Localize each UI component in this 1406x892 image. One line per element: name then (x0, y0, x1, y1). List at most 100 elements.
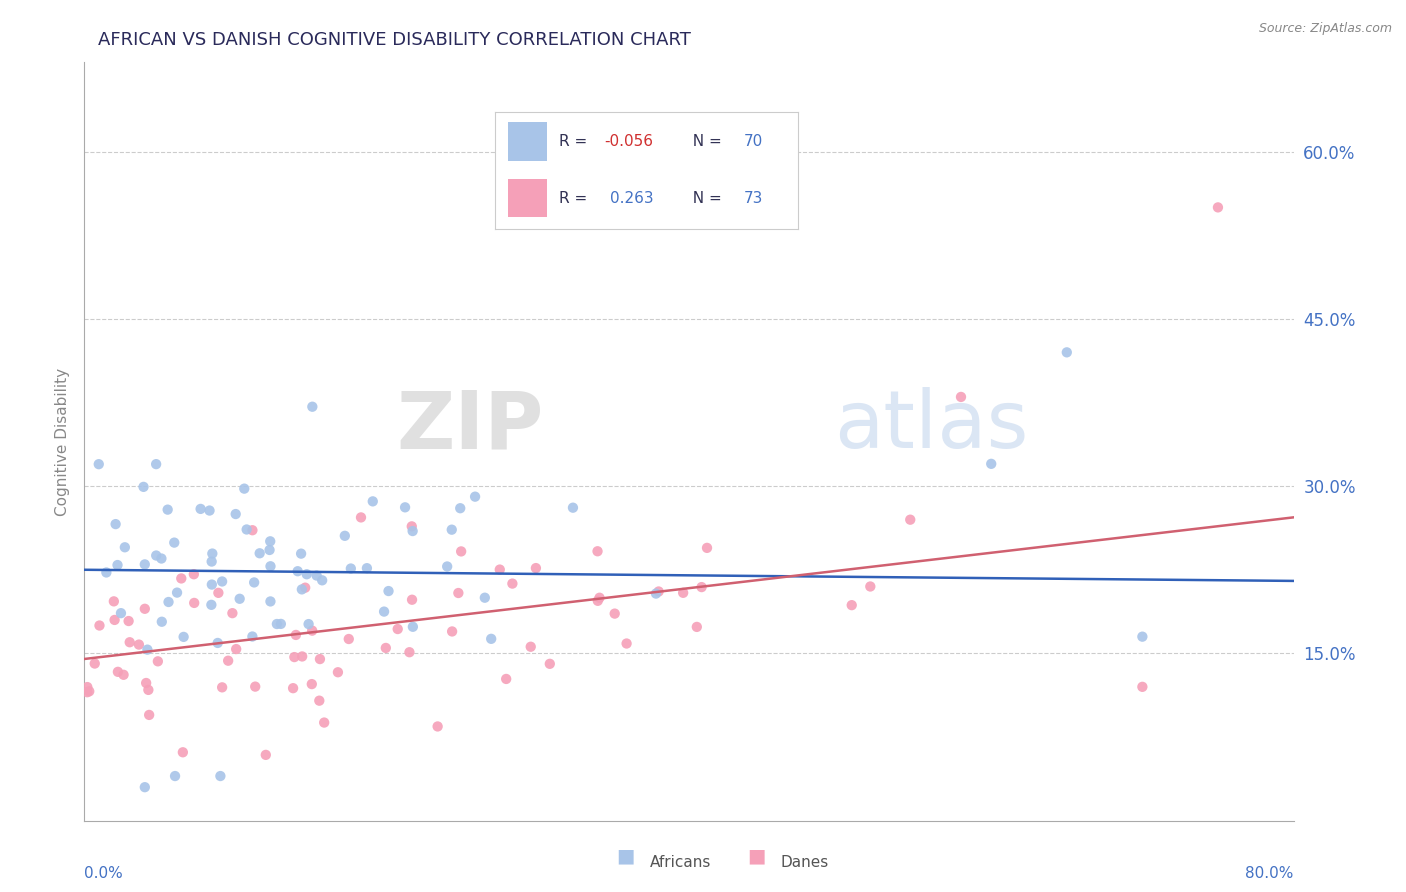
Point (172, 745, 194, 759)
Point (283, 650, 305, 665)
Point (221, 606, 243, 620)
Point (401, 524, 423, 538)
Point (76, 685, 98, 699)
Point (259, 559, 281, 574)
Point (132, 480, 155, 494)
Point (138, 682, 160, 697)
Point (326, 665, 349, 680)
Point (377, 584, 399, 599)
Point (200, 598, 222, 612)
Point (145, 549, 167, 563)
Point (524, 561, 547, 575)
Point (270, 616, 292, 631)
Point (112, 667, 135, 681)
Point (243, 575, 266, 590)
Point (134, 602, 156, 616)
Point (128, 638, 150, 652)
Point (305, 568, 328, 582)
Text: ZIP: ZIP (396, 387, 544, 466)
Point (519, 640, 541, 654)
Point (166, 585, 188, 599)
Point (301, 677, 323, 691)
Point (538, 657, 561, 671)
Point (165, 769, 187, 783)
Text: AFRICAN VS DANISH COGNITIVE DISABILITY CORRELATION CHART: AFRICAN VS DANISH COGNITIVE DISABILITY C… (98, 31, 692, 49)
Point (201, 547, 224, 561)
Point (207, 586, 229, 600)
Point (77, 684, 100, 698)
Point (217, 654, 239, 668)
Point (138, 707, 160, 722)
Point (398, 645, 420, 659)
Point (426, 719, 449, 733)
Point (173, 630, 195, 644)
Point (350, 510, 373, 524)
Point (294, 581, 316, 595)
Point (311, 574, 333, 588)
Point (401, 519, 423, 533)
Point (616, 636, 638, 650)
Point (183, 567, 205, 582)
Point (603, 607, 626, 621)
Point (259, 543, 281, 558)
Point (1056, 345, 1078, 359)
Point (449, 501, 471, 516)
Y-axis label: Cognitive Disability: Cognitive Disability (55, 368, 70, 516)
Point (447, 586, 470, 600)
Point (114, 541, 136, 555)
Point (150, 551, 173, 566)
Point (394, 500, 416, 515)
Point (841, 598, 863, 612)
Point (183, 596, 205, 610)
Point (266, 617, 288, 632)
Point (198, 503, 221, 517)
Point (672, 586, 695, 600)
Point (156, 502, 179, 516)
Point (135, 676, 157, 690)
Point (209, 769, 232, 783)
Point (501, 576, 523, 591)
Point (333, 529, 356, 543)
Point (83, 657, 105, 671)
Point (495, 672, 517, 686)
Point (201, 577, 224, 591)
Point (308, 694, 330, 708)
Point (301, 624, 323, 638)
Point (1130, 630, 1153, 644)
Point (259, 534, 281, 549)
Point (479, 632, 502, 646)
Point (118, 635, 141, 649)
Point (301, 400, 323, 414)
Point (103, 594, 125, 608)
Point (950, 390, 973, 404)
Point (1130, 680, 1153, 694)
Point (464, 490, 486, 504)
Point (647, 584, 669, 599)
Point (859, 580, 882, 594)
Point (474, 591, 496, 605)
Point (134, 558, 156, 572)
Point (696, 541, 718, 555)
Point (361, 494, 384, 508)
Point (588, 591, 610, 605)
Text: Danes: Danes (780, 855, 828, 870)
Point (291, 582, 314, 597)
Text: atlas: atlas (834, 387, 1028, 466)
Point (233, 482, 256, 496)
Point (136, 642, 159, 657)
Text: ■: ■ (747, 847, 766, 865)
Text: 0.0%: 0.0% (84, 866, 124, 881)
Point (87, 457, 110, 471)
Point (290, 547, 312, 561)
Point (225, 642, 247, 657)
Point (340, 561, 363, 575)
Text: 80.0%: 80.0% (1246, 866, 1294, 881)
Point (401, 592, 423, 607)
Point (373, 605, 395, 619)
Point (201, 555, 224, 569)
Point (287, 564, 309, 578)
Point (440, 523, 463, 537)
Point (387, 622, 409, 636)
Point (89, 618, 111, 632)
Point (254, 747, 277, 762)
